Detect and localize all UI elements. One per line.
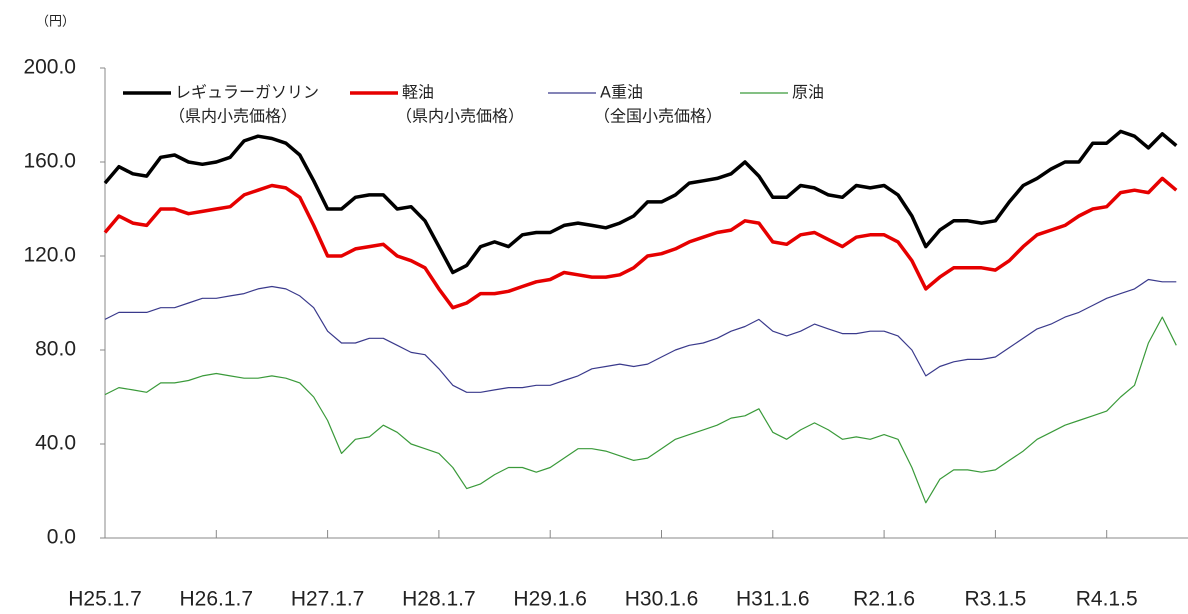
- x-tick-label: H31.1.6: [736, 588, 810, 611]
- y-tick-label: 0.0: [47, 526, 76, 549]
- y-tick-label: 40.0: [35, 432, 76, 455]
- series-line: [103, 176, 1178, 310]
- y-tick-label: 160.0: [23, 150, 76, 173]
- x-tick-label: R3.1.5: [964, 588, 1026, 611]
- legend-note: （全国小売価格）: [594, 107, 722, 126]
- series-line: [104, 278, 1177, 393]
- y-axis-label: （円）: [36, 15, 75, 30]
- x-tick-label: H30.1.6: [625, 588, 699, 611]
- legend-label: A重油: [600, 83, 643, 102]
- x-tick-label: H29.1.6: [513, 588, 587, 611]
- y-tick-label: 200.0: [23, 56, 76, 79]
- x-tick-label: H26.1.7: [180, 588, 254, 611]
- x-tick-label: R2.1.6: [853, 588, 915, 611]
- series-line: [103, 129, 1178, 275]
- legend-note: （県内小売価格）: [396, 107, 524, 126]
- series-line: [104, 316, 1177, 504]
- x-tick-label: H27.1.7: [291, 588, 365, 611]
- y-tick-label: 120.0: [23, 244, 76, 267]
- y-tick-label: 80.0: [35, 338, 76, 361]
- x-tick-label: H28.1.7: [402, 588, 476, 611]
- legend-label: 原油: [792, 83, 824, 102]
- legend-note: （県内小売価格）: [169, 107, 297, 126]
- legend-label: レギュラーガソリン: [175, 83, 319, 102]
- x-tick-label: H25.1.7: [68, 588, 142, 611]
- legend-label: 軽油: [402, 83, 434, 102]
- x-tick-label: R4.1.5: [1076, 588, 1138, 611]
